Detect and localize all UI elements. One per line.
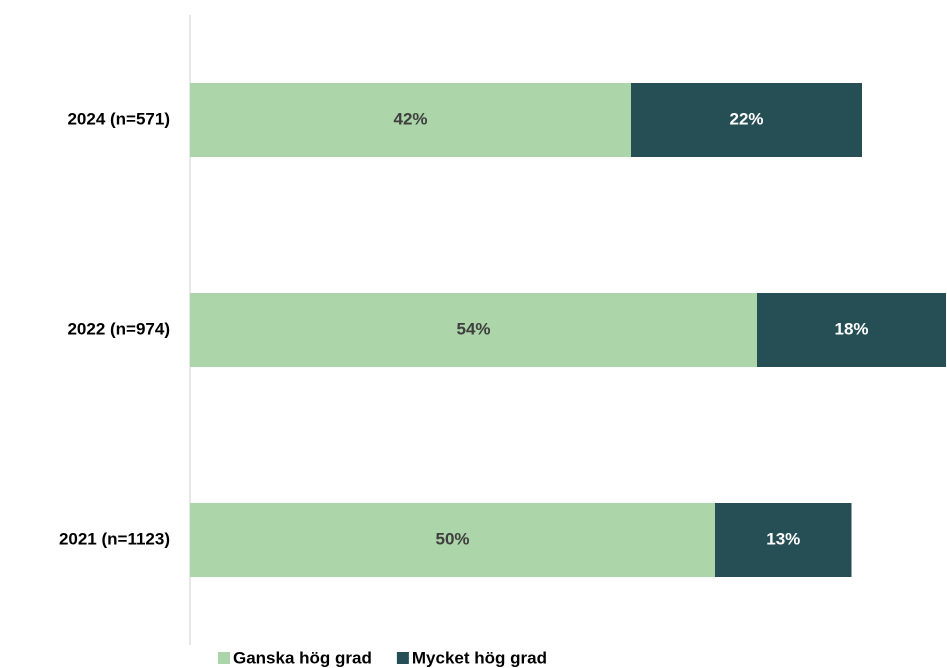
data-label: 50% [435,529,469,548]
legend-label: Mycket hög grad [412,648,547,667]
legend-swatch [396,652,409,664]
bar-segment [631,83,862,157]
legend-label: Ganska hög grad [233,648,372,667]
bar-segment [757,293,946,367]
data-label: 22% [729,109,763,128]
data-label: 42% [393,109,427,128]
category-label: 2021 (n=1123) [59,529,170,548]
data-label: 54% [456,319,490,338]
bar-segment [190,503,715,577]
legend-swatch [218,652,230,664]
bar-segment [715,503,852,577]
bar-segment [190,83,631,157]
bar-segment [190,293,757,367]
category-label: 2022 (n=974) [67,319,170,338]
category-label: 2024 (n=571) [67,109,170,128]
data-label: 13% [766,529,800,548]
data-label: 18% [834,319,868,338]
